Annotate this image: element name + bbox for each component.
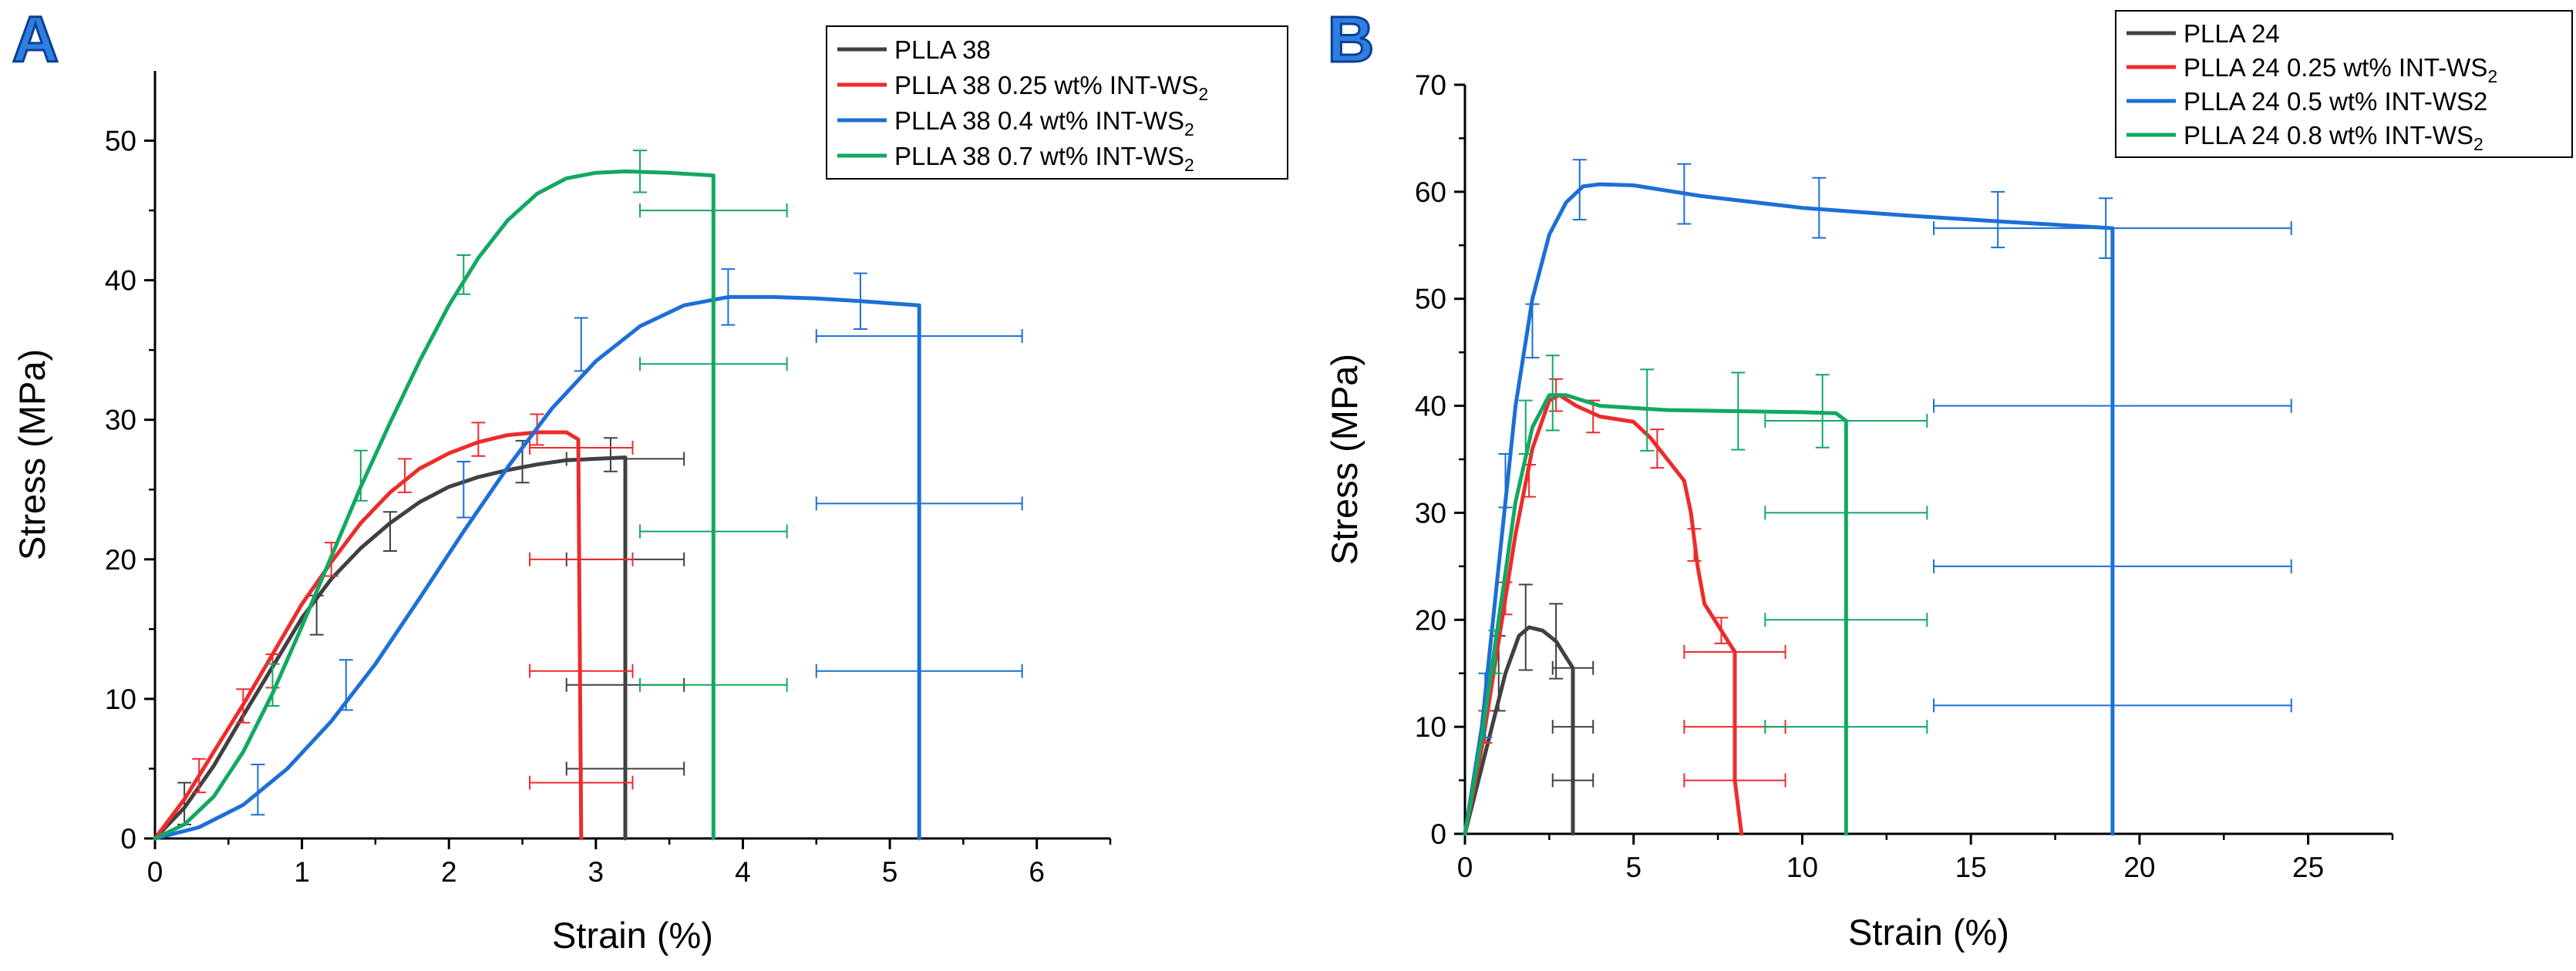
p0-legend-label: PLLA 38 0.4 wt% INT-WS2 bbox=[894, 106, 1194, 139]
panel-b-label: B bbox=[1328, 3, 1375, 76]
p0-series-1 bbox=[153, 413, 634, 841]
p0-legend-item: PLLA 38 0.7 wt% INT-WS2 bbox=[837, 142, 1194, 175]
p0-s0-line bbox=[153, 455, 628, 841]
p0-y-tick-label: 30 bbox=[105, 405, 136, 436]
p0-y-tick-label: 0 bbox=[120, 823, 136, 855]
p0-s0-yerr bbox=[382, 511, 397, 552]
p1-legend-label: PLLA 24 0.25 wt% INT-WS2 bbox=[2184, 53, 2497, 86]
p1-s1-line bbox=[1463, 393, 1744, 836]
p0-s3-line bbox=[153, 169, 716, 841]
p0-s1-yerr bbox=[471, 422, 486, 457]
p1-axes: 0 10 20 30 40 50 60 70 0 5 10 15 20 25 bbox=[1415, 69, 2394, 883]
p0-x-tick-label: 1 bbox=[294, 856, 310, 888]
p0-s3-yerr bbox=[456, 254, 471, 295]
p0-series-0 bbox=[153, 437, 685, 841]
p1-y-tick-label: 0 bbox=[1430, 818, 1446, 850]
p0-y-axis-label: Stress (MPa) bbox=[12, 349, 52, 560]
p1-legend-label: PLLA 24 0.8 wt% INT-WS2 bbox=[2184, 121, 2483, 154]
p1-y-tick-label: 30 bbox=[1415, 497, 1446, 529]
p0-s1-xerr bbox=[529, 440, 634, 455]
p0-x-tick-label: 6 bbox=[1029, 856, 1045, 888]
p0-legend-item: PLLA 38 0.4 wt% INT-WS2 bbox=[837, 106, 1194, 139]
p0-legend-subscript: 2 bbox=[1184, 119, 1194, 139]
p1-legend-frame bbox=[2115, 10, 2573, 158]
p0-s2-line bbox=[153, 294, 921, 841]
panel-a-label: A bbox=[12, 3, 59, 76]
p0-legend-label: PLLA 38 bbox=[894, 35, 991, 64]
p1-x-tick-label: 15 bbox=[1955, 852, 1987, 883]
p0-s2-yerr bbox=[574, 317, 588, 372]
p1-legend-label: PLLA 24 0.5 wt% INT-WS2 bbox=[2184, 87, 2487, 116]
p0-s0-yerr bbox=[603, 437, 618, 472]
p0-x-tick-label: 2 bbox=[441, 856, 457, 888]
p1-legend-subscript: 2 bbox=[2487, 66, 2497, 86]
p1-x-tick-label: 25 bbox=[2292, 852, 2324, 883]
p0-legend-item: PLLA 38 0.25 wt% INT-WS2 bbox=[837, 71, 1208, 104]
p0-x-tick-label: 3 bbox=[588, 856, 604, 888]
p1-s0-yerr bbox=[1518, 583, 1533, 671]
p1-s2-line bbox=[1463, 182, 2115, 836]
p0-x-axis-label: Strain (%) bbox=[552, 915, 713, 956]
p1-series-2 bbox=[1463, 159, 2292, 836]
p1-y-tick-label: 60 bbox=[1415, 176, 1446, 208]
panel-a-badge: A bbox=[11, 2, 60, 77]
p0-y-tick-label: 20 bbox=[105, 544, 136, 576]
p1-y-tick-label: 40 bbox=[1415, 391, 1446, 422]
p0-y-tick-label: 40 bbox=[105, 265, 136, 297]
panel-a: A 0 10 20 30 40 50 0 1 2 3 4 5 6 Strain (%) Stress (MP… bbox=[11, 2, 1288, 956]
p0-s1-line bbox=[153, 430, 584, 841]
p1-y-axis-label: Stress (MPa) bbox=[1324, 354, 1365, 565]
p0-legend-label: PLLA 38 0.7 wt% INT-WS2 bbox=[894, 142, 1194, 175]
p0-s2-yerr bbox=[456, 461, 471, 519]
p0-series-3 bbox=[153, 150, 788, 841]
p0-y-tick-label: 10 bbox=[105, 684, 136, 715]
p1-x-tick-label: 0 bbox=[1457, 852, 1473, 883]
p0-x-tick-label: 0 bbox=[147, 856, 163, 888]
p1-s3-line bbox=[1463, 393, 1848, 836]
p1-series-3 bbox=[1463, 354, 1928, 836]
p0-legend-item: PLLA 38 bbox=[837, 35, 991, 64]
p1-x-tick-label: 5 bbox=[1625, 852, 1642, 883]
p1-s0-line bbox=[1463, 625, 1575, 836]
panel-b: B 0 10 20 30 40 50 60 70 0 5 10 15 20 25 Strain (%) Str… bbox=[1324, 2, 2573, 953]
p1-legend-item: PLLA 24 0.25 wt% INT-WS2 bbox=[2126, 53, 2497, 86]
p1-legend-item: PLLA 24 0.5 wt% INT-WS2 bbox=[2126, 87, 2487, 116]
p1-x-axis-label: Strain (%) bbox=[1848, 912, 2009, 953]
p1-legend-label: PLLA 24 bbox=[2184, 19, 2280, 48]
p0-axes: 0 10 20 30 40 50 0 1 2 3 4 5 6 bbox=[105, 71, 1112, 888]
p1-x-tick-label: 20 bbox=[2123, 852, 2155, 883]
p1-legend-item: PLLA 24 bbox=[2126, 19, 2280, 48]
p0-legend-label: PLLA 38 0.25 wt% INT-WS2 bbox=[894, 71, 1208, 104]
panel-b-badge: B bbox=[1326, 2, 1376, 77]
p0-x-tick-label: 4 bbox=[735, 856, 751, 888]
p1-x-tick-label: 10 bbox=[1786, 852, 1818, 883]
p0-s1-xerr bbox=[529, 552, 634, 566]
p0-x-tick-label: 5 bbox=[882, 856, 898, 888]
p1-legend-item: PLLA 24 0.8 wt% INT-WS2 bbox=[2126, 121, 2483, 154]
p0-series-2 bbox=[153, 268, 1023, 841]
p1-legend-subscript: 2 bbox=[2473, 134, 2483, 154]
p0-s2-yerr bbox=[251, 764, 265, 816]
p1-y-tick-label: 20 bbox=[1415, 604, 1446, 636]
p1-y-tick-label: 10 bbox=[1415, 711, 1446, 743]
p0-legend-frame bbox=[826, 25, 1288, 180]
p0-legend-subscript: 2 bbox=[1198, 84, 1208, 104]
p0-legend-subscript: 2 bbox=[1184, 155, 1194, 175]
p1-s3-yerr bbox=[1545, 354, 1560, 432]
p1-y-tick-label: 50 bbox=[1415, 284, 1446, 315]
p0-y-tick-label: 50 bbox=[105, 126, 136, 157]
p1-y-tick-label: 70 bbox=[1415, 69, 1446, 101]
p0-s1-yerr bbox=[398, 458, 412, 493]
